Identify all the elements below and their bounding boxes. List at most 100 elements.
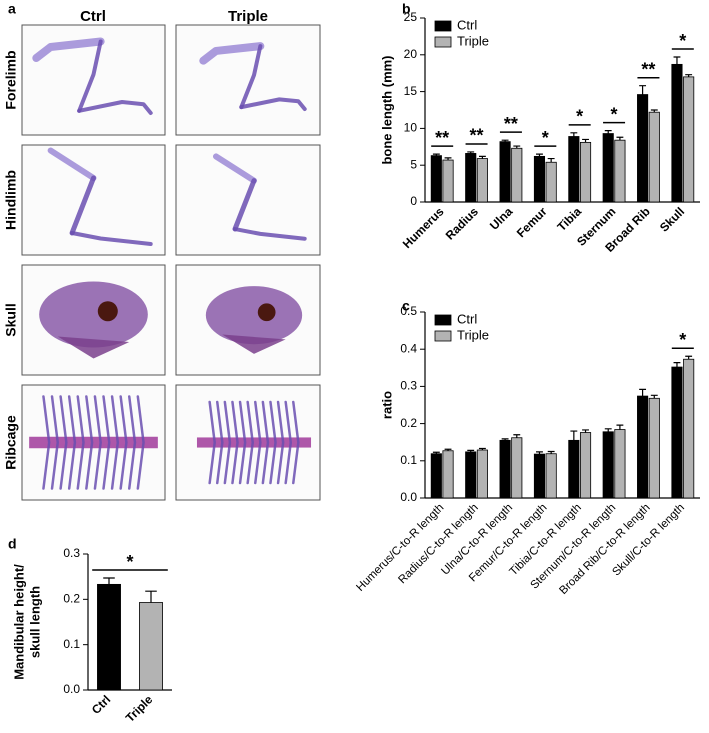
x-tick-label: Radius [443, 204, 481, 242]
bone [223, 400, 232, 485]
bone [77, 100, 153, 115]
panel-label: d [8, 536, 17, 552]
y-axis-label: ratio [379, 391, 394, 419]
bone [69, 175, 96, 236]
bone [47, 147, 97, 181]
bar [465, 153, 477, 203]
error-bar [570, 132, 578, 137]
significance-label: ** [504, 114, 518, 134]
error-bar [444, 157, 452, 161]
legend-label: Triple [457, 327, 489, 342]
bone [232, 227, 307, 241]
y-axis-label: Mandibular height/ [11, 564, 26, 680]
error-bar [685, 74, 693, 77]
bar [545, 161, 557, 203]
bone [212, 153, 257, 184]
y-tick-label: 0.2 [400, 416, 417, 430]
bar [648, 397, 660, 499]
bar [430, 453, 442, 499]
bone [276, 400, 285, 485]
x-tick-label: Humerus [400, 204, 447, 251]
error-bar [582, 429, 589, 433]
bar [579, 432, 592, 499]
skull [205, 286, 303, 345]
error-bar [685, 355, 693, 360]
error-bar [432, 451, 440, 454]
row-label: Ribcage [3, 415, 19, 470]
significance-label: ** [470, 126, 484, 146]
bar [568, 439, 580, 499]
error-bar [673, 56, 681, 65]
error-bar [432, 153, 440, 156]
column-header: Triple [228, 8, 268, 25]
bone [269, 400, 277, 485]
y-axis-label: skull length [27, 586, 42, 658]
bone [42, 395, 51, 490]
row-label: Forelimb [3, 50, 19, 109]
y-tick-label: 15 [404, 84, 418, 98]
bar [476, 449, 488, 499]
bone [254, 400, 262, 485]
bone [32, 37, 105, 62]
bone [59, 395, 68, 490]
error-bar [103, 577, 115, 585]
legend-swatch [434, 20, 452, 32]
y-tick-label: 10 [404, 121, 418, 135]
error-bar [536, 153, 543, 157]
bone [93, 395, 102, 490]
error-bar [478, 155, 486, 159]
bar [139, 602, 163, 691]
significance-label: * [679, 31, 686, 51]
bar [671, 63, 683, 203]
error-bar [547, 450, 555, 454]
bar [511, 147, 523, 203]
bone [239, 44, 263, 110]
bone [128, 395, 137, 490]
legend-label: Ctrl [457, 311, 477, 326]
y-axis-label: bone length (mm) [379, 55, 394, 164]
row-label: Hindlimb [3, 170, 19, 230]
error-bar [501, 139, 509, 142]
row-label: Skull [3, 303, 19, 336]
error-bar [650, 109, 658, 113]
bar [614, 429, 626, 499]
y-tick-label: 0.5 [400, 304, 417, 318]
y-tick-label: 0.2 [63, 592, 80, 606]
significance-label: * [126, 552, 133, 572]
error-bar [570, 430, 578, 441]
bar [533, 453, 546, 499]
significance-label: * [542, 128, 549, 148]
bar [545, 453, 557, 499]
bar [637, 395, 649, 499]
y-tick-label: 0.3 [400, 379, 417, 393]
error-bar [673, 361, 681, 368]
panel-label: c [402, 298, 410, 314]
error-bar [444, 448, 452, 451]
error-bar [616, 136, 624, 141]
significance-label: * [679, 330, 686, 350]
bone [67, 395, 77, 490]
photo-frame [175, 24, 321, 136]
bone [238, 400, 247, 485]
bone [85, 395, 94, 490]
y-tick-label: 25 [404, 10, 418, 24]
bone [284, 400, 292, 485]
y-tick-label: 0.3 [63, 546, 80, 560]
jaw [57, 336, 130, 359]
error-bar [650, 394, 658, 399]
bar [614, 139, 626, 203]
bar [465, 451, 477, 499]
bar [568, 136, 580, 203]
bar [579, 141, 592, 203]
bar [499, 141, 511, 203]
bone [110, 395, 120, 490]
bar [430, 155, 442, 203]
bar [671, 366, 683, 499]
y-tick-label: 0.4 [400, 341, 417, 355]
error-bar [639, 388, 647, 397]
error-bar [467, 449, 475, 452]
bone [292, 400, 300, 485]
bar [97, 583, 121, 691]
y-tick-label: 0.0 [400, 490, 417, 504]
